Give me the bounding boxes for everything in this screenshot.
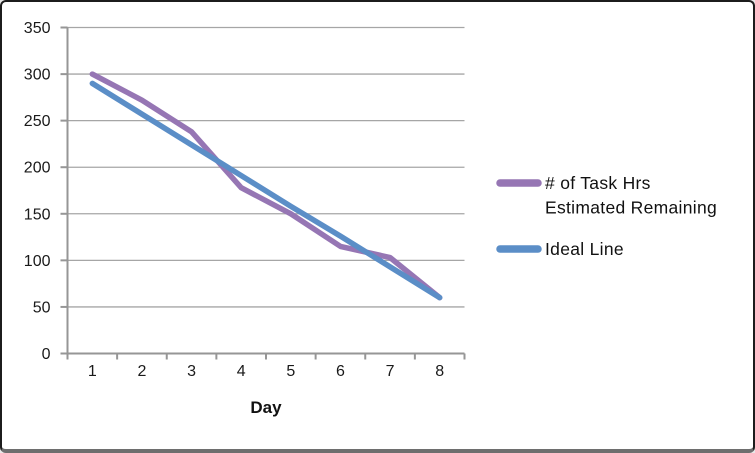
legend-label-task-hrs-line1: # of Task Hrs (545, 173, 651, 193)
x-tick-label: 1 (88, 363, 97, 380)
gridlines (67, 26, 465, 308)
x-tick-label: 6 (336, 363, 345, 380)
y-tick-label: 50 (33, 299, 51, 316)
legend: # of Task Hrs Estimated Remaining Ideal … (496, 173, 717, 259)
x-tick-label: 7 (386, 363, 395, 380)
legend-label-task-hrs-line2: Estimated Remaining (545, 198, 717, 218)
series-line-task-hrs (89, 71, 443, 301)
x-axis-title: Day (250, 398, 282, 417)
axes (60, 26, 466, 360)
series-line-ideal (89, 80, 443, 301)
y-tick-label: 100 (24, 253, 51, 270)
x-axis-tick-labels: 1 2 3 4 5 6 7 8 (88, 363, 444, 380)
y-tick-label: 0 (42, 346, 51, 363)
x-tick-label: 3 (187, 363, 196, 380)
x-tick-label: 5 (286, 363, 295, 380)
series-lines (89, 71, 443, 301)
y-tick-label: 150 (24, 206, 51, 223)
y-tick-label: 300 (24, 67, 51, 84)
x-tick-label: 4 (237, 363, 246, 380)
y-axis-tick-labels: 0 50 100 150 200 250 300 350 (24, 20, 51, 363)
x-tick-label: 2 (137, 363, 146, 380)
y-tick-label: 200 (24, 160, 51, 177)
y-tick-label: 350 (24, 20, 51, 37)
y-tick-label: 250 (24, 113, 51, 130)
x-tick-label: 8 (435, 363, 444, 380)
legend-label-ideal: Ideal Line (545, 239, 624, 259)
